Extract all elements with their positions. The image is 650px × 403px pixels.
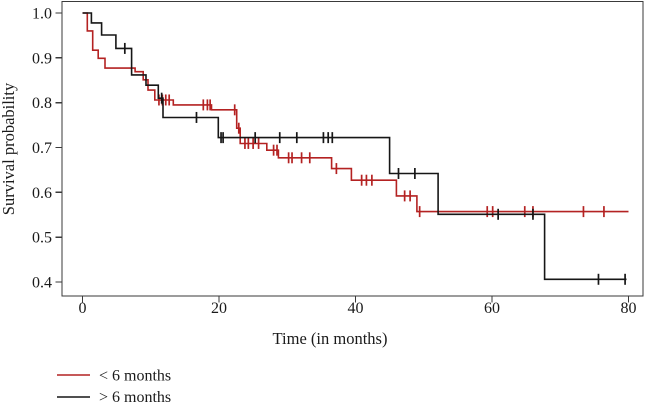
x-axis-title: Time (in months) bbox=[273, 329, 388, 348]
y-axis-title: Survival probability bbox=[0, 82, 18, 215]
x-tick-label: 20 bbox=[211, 300, 227, 317]
legend-label-under-6-months: < 6 months bbox=[99, 368, 171, 385]
plot-frame bbox=[61, 0, 644, 297]
x-axis: 0 20 40 60 80 bbox=[79, 296, 637, 317]
survival-curve-under-6-months bbox=[82, 12, 629, 213]
x-tick-label: 60 bbox=[484, 300, 500, 317]
y-tick-label: 0.9 bbox=[32, 50, 52, 67]
x-tick-label: 80 bbox=[621, 300, 637, 317]
y-axis: 1.0 0.9 0.8 0.7 0.6 0.5 0.4 bbox=[32, 6, 62, 291]
x-tick-label: 40 bbox=[348, 300, 364, 317]
y-tick-label: 0.6 bbox=[32, 185, 52, 202]
x-tick-label: 0 bbox=[79, 300, 87, 317]
y-tick-label: 0.8 bbox=[32, 95, 52, 112]
survival-curve-over-6-months bbox=[82, 12, 627, 281]
legend-label-over-6-months: > 6 months bbox=[99, 389, 171, 403]
y-tick-label: 0.5 bbox=[32, 230, 52, 247]
y-tick-label: 0.4 bbox=[32, 274, 52, 291]
survival-curves bbox=[82, 12, 629, 285]
y-tick-label: 1.0 bbox=[32, 6, 52, 23]
y-tick-label: 0.7 bbox=[32, 140, 52, 157]
legend: < 6 months > 6 months bbox=[57, 368, 171, 403]
